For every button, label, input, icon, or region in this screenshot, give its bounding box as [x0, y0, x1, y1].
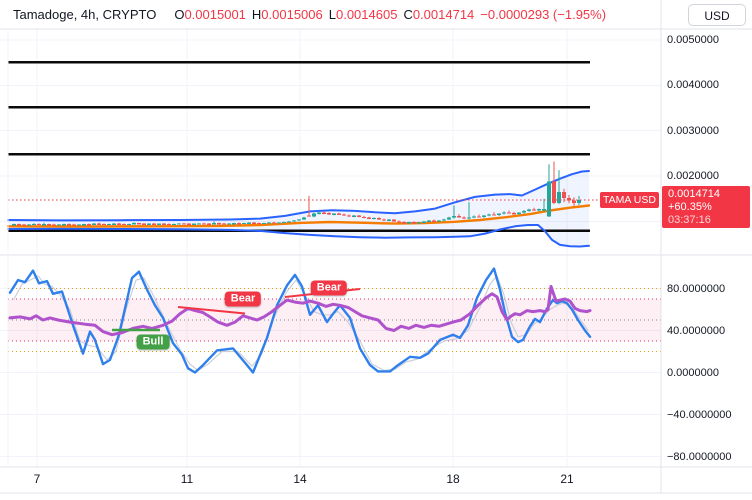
ohlc-close-label: C	[403, 7, 413, 22]
ohlc-open-value: 0.0015001	[184, 7, 246, 22]
divergence-trend-line	[177, 305, 246, 315]
last-price-value: 0.0014714	[668, 188, 720, 200]
bollinger-fill	[8, 171, 589, 247]
bollinger-lower-line	[7, 224, 590, 248]
last-price-tag: 0.0014714 +60.35% 03:37:16	[662, 186, 750, 228]
bar-countdown: 03:37:16	[668, 214, 711, 226]
ohlc-low-value: 0.0014605	[335, 7, 398, 22]
ohlc-open-label: O	[174, 7, 185, 22]
divergence-trend-line	[284, 288, 361, 298]
ohlc-close-value: 0.0014714	[412, 7, 475, 22]
last-price-change-percent: +60.35%	[668, 201, 712, 213]
symbol-title[interactable]: Tamadoge, 4h, CRYPTO	[13, 7, 157, 22]
ohlc-low-label: L	[328, 7, 336, 22]
moving-average-line	[6, 204, 591, 228]
chart-legend: Tamadoge, 4h, CRYPTO O0.0015001 H0.0015006…	[13, 7, 606, 22]
series-symbol-tag: TAMA USD	[600, 192, 659, 208]
oscillator-signal-line	[8, 284, 592, 337]
oscillator-fast-line	[8, 267, 592, 374]
ohlc-high-label: H	[251, 7, 262, 22]
currency-toggle-button[interactable]: USD	[688, 4, 746, 26]
ohlc-high-value: 0.0015006	[261, 7, 323, 22]
change-value: −0.0000293 (−1.95%)	[480, 7, 607, 22]
candles-group	[12, 161, 581, 226]
